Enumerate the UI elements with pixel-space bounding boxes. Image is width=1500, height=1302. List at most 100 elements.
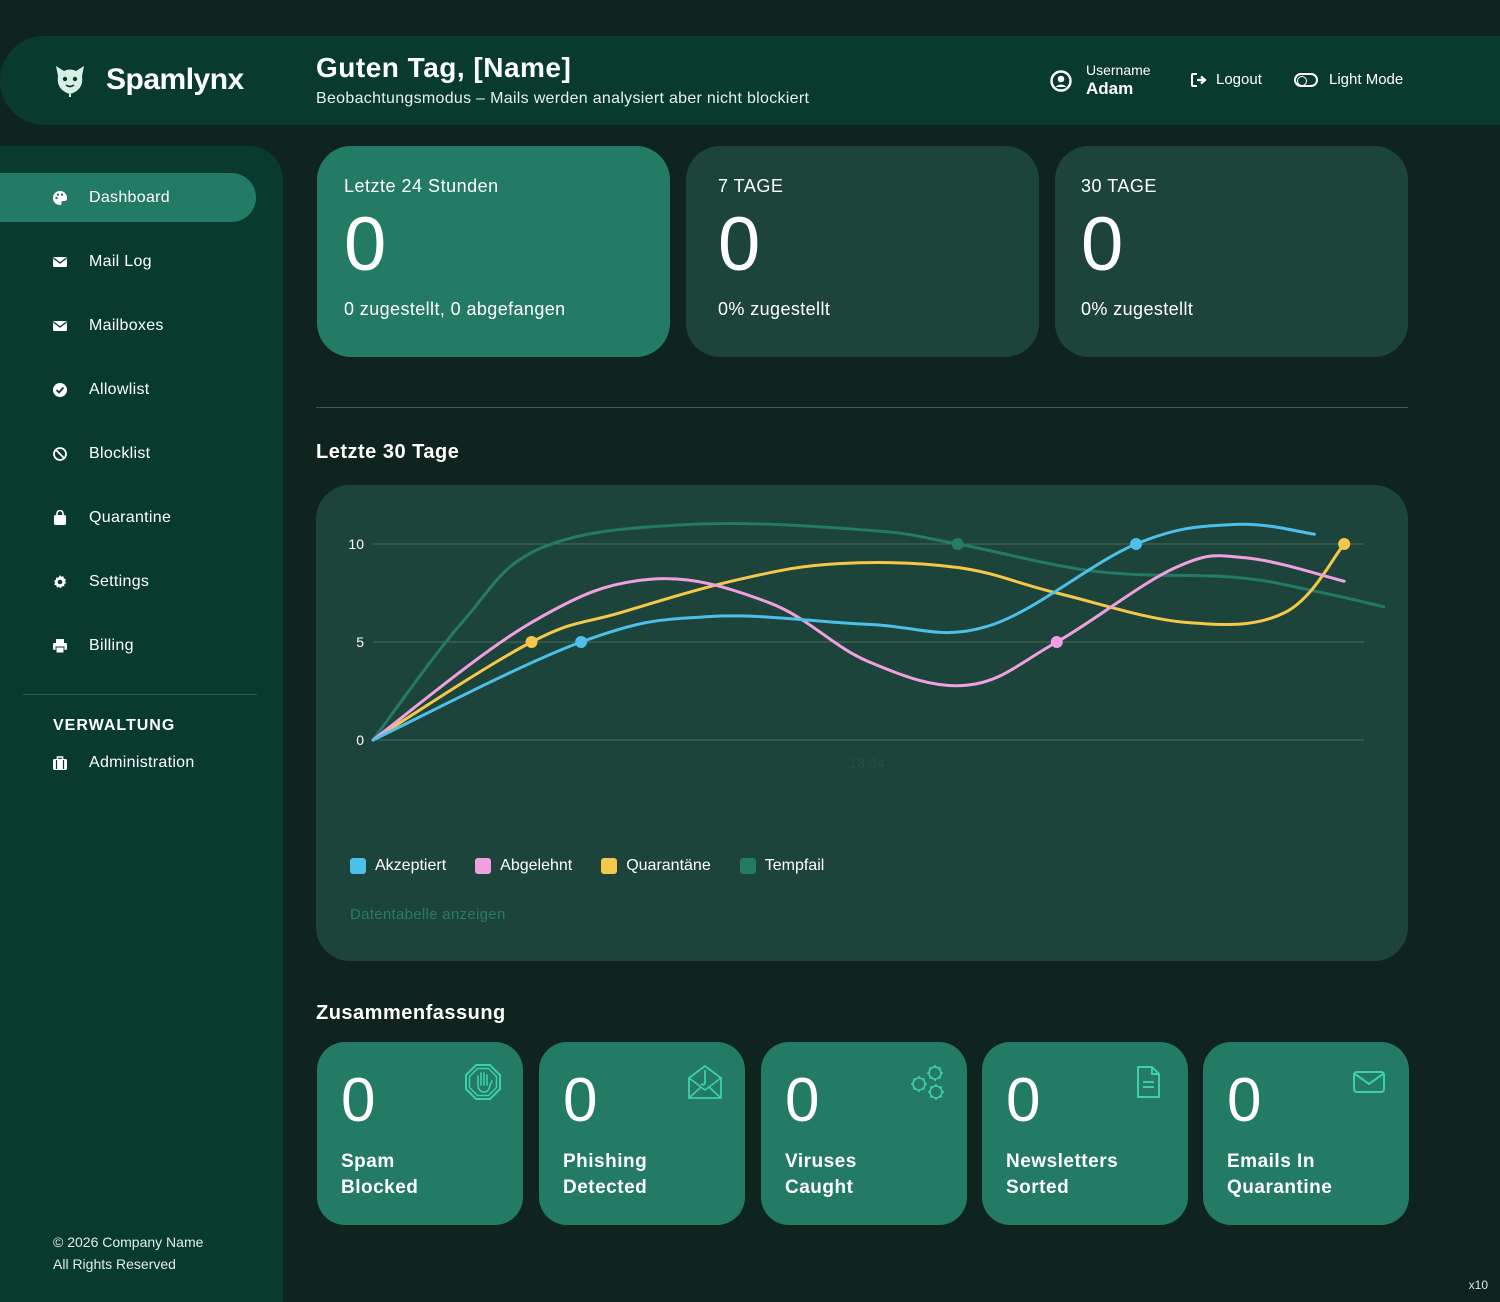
legend-item[interactable]: Quarantäne — [601, 857, 711, 875]
legend-item[interactable]: Abgelehnt — [475, 857, 572, 875]
envelope-icon — [1353, 1071, 1385, 1093]
legend-label: Tempfail — [764, 857, 825, 874]
y-tick-label: 5 — [356, 634, 364, 650]
sidebar-item-label: Billing — [89, 636, 134, 654]
mode-subtitle: Beobachtungsmodus – Mails werden analysi… — [316, 90, 810, 107]
summary-card-viruses[interactable]: 0 Viruses Caught — [761, 1042, 967, 1225]
sidebar-item-blocklist[interactable]: Blocklist — [0, 429, 256, 478]
data-point-marker[interactable] — [575, 636, 588, 648]
legend-item[interactable]: Tempfail — [739, 857, 825, 875]
legend-label: Abgelehnt — [500, 857, 573, 874]
sidebar-item-mailboxes[interactable]: Mailboxes — [0, 301, 256, 350]
brand[interactable]: Spamlynx — [52, 62, 244, 98]
lynx-logo-icon — [56, 66, 84, 97]
y-tick-label: 10 — [348, 536, 364, 552]
corner-label: x10 — [1468, 1278, 1488, 1292]
sidebar-item-label: Dashboard — [89, 188, 170, 206]
sidebar-item-label: Administration — [89, 753, 195, 771]
stat-subtext: 0% zugestellt — [718, 299, 831, 319]
sidebar-item-label: Mailboxes — [89, 316, 164, 334]
top-header: Spamlynx Guten Tag, [Name] Beobachtungsm… — [0, 36, 1500, 125]
sidebar-item-allowlist[interactable]: Allowlist — [0, 365, 256, 414]
logout-button[interactable]: Logout — [1190, 71, 1262, 88]
phishing-envelope-icon — [688, 1064, 722, 1099]
series-line-quarantäne[interactable] — [371, 542, 1346, 742]
stat-card-30d[interactable]: 30 TAGE 0 0% zugestellt — [1055, 146, 1408, 357]
data-point-marker[interactable] — [1130, 538, 1143, 550]
printer-icon — [53, 638, 67, 653]
sidebar-item-administration[interactable]: Administration — [0, 738, 256, 787]
user-name: Adam — [1086, 79, 1134, 98]
legend-label: Akzeptiert — [375, 857, 447, 874]
sidebar-item-label: Blocklist — [89, 444, 151, 462]
summary-section-title: Zusammenfassung — [316, 1002, 506, 1024]
legend-label: Quarantäne — [626, 857, 711, 874]
stat-label: 30 TAGE — [1081, 176, 1157, 196]
section-label-verwaltung: VERWALTUNG — [53, 717, 176, 734]
summary-label: Newsletters Sorted — [1006, 1151, 1119, 1198]
brand-name: Spamlynx — [106, 63, 244, 96]
data-point-marker[interactable] — [1050, 636, 1063, 648]
chart-panel: 10 5 0 13.04 Akzeptiert Abgelehnt Quarantäne T… — [316, 485, 1408, 961]
data-point-marker[interactable] — [951, 538, 964, 550]
envelope-icon — [53, 320, 67, 331]
document-icon — [1137, 1066, 1160, 1098]
series-line-tempfail[interactable] — [371, 521, 1386, 742]
summary-label: Spam Blocked — [341, 1151, 419, 1198]
sidebar-item-label: Mail Log — [89, 252, 152, 270]
stat-card-24h[interactable]: Letzte 24 Stunden 0 0 zugestellt, 0 abge… — [317, 146, 670, 357]
summary-value: 0 — [1006, 1066, 1041, 1135]
sidebar-item-settings[interactable]: Settings — [0, 557, 256, 606]
light-mode-toggle[interactable]: Light Mode — [1294, 71, 1403, 88]
data-point-marker[interactable] — [525, 636, 538, 648]
stat-value: 0 — [718, 202, 761, 287]
summary-card-quarantine[interactable]: 0 Emails In Quarantine — [1203, 1042, 1409, 1225]
summary-card-phishing[interactable]: 0 Phishing Detected — [539, 1042, 745, 1225]
palette-icon — [53, 190, 67, 205]
copyright-text: © 2026 Company Name — [53, 1234, 204, 1250]
stat-value: 0 — [344, 202, 387, 287]
bag-icon — [54, 509, 66, 525]
summary-value: 0 — [785, 1066, 820, 1135]
user-menu[interactable]: Username Adam — [1050, 62, 1151, 99]
greeting-block: Guten Tag, [Name] Beobachtungsmodus – Ma… — [316, 52, 809, 108]
gear-icon — [54, 574, 67, 588]
series-line-abgelehnt[interactable] — [371, 554, 1346, 742]
ban-icon — [53, 446, 67, 461]
legend-swatch — [601, 858, 618, 874]
sidebar-item-quarantine[interactable]: Quarantine — [0, 493, 256, 542]
logout-label: Logout — [1216, 71, 1262, 88]
page-title: Guten Tag, [Name] — [316, 52, 572, 83]
sidebar: Dashboard Mail Log Mailboxes Allowlist B… — [0, 146, 283, 1302]
data-point-marker[interactable] — [1338, 538, 1351, 550]
summary-label: Viruses Caught — [785, 1151, 857, 1198]
summary-card-newsletters[interactable]: 0 Newsletters Sorted — [982, 1042, 1188, 1225]
logout-icon — [1191, 72, 1207, 87]
summary-value: 0 — [1227, 1066, 1262, 1135]
sidebar-item-billing[interactable]: Billing — [0, 621, 256, 670]
sidebar-item-dashboard[interactable]: Dashboard — [0, 173, 256, 222]
stat-card-7d[interactable]: 7 TAGE 0 0% zugestellt — [686, 146, 1039, 357]
x-tick-label: 13.04 — [849, 755, 884, 771]
summary-label: Phishing Detected — [563, 1151, 648, 1198]
sidebar-item-label: Quarantine — [89, 508, 172, 526]
legend-swatch — [475, 858, 492, 874]
summary-value: 0 — [563, 1066, 598, 1135]
check-circle-icon — [53, 382, 67, 397]
sidebar-item-label: Allowlist — [89, 380, 150, 398]
virus-icon — [911, 1065, 944, 1100]
line-chart[interactable]: 10 5 0 13.04 — [316, 485, 1408, 845]
legend-item[interactable]: Akzeptiert — [350, 857, 446, 875]
summary-card-spam[interactable]: 0 Spam Blocked — [317, 1042, 523, 1225]
stop-hand-icon — [465, 1064, 501, 1100]
user-label: Username — [1086, 62, 1151, 78]
toggle-icon — [1294, 72, 1318, 87]
show-data-table-link[interactable]: Datentabelle anzeigen — [350, 906, 506, 923]
light-mode-label: Light Mode — [1329, 71, 1404, 88]
briefcase-icon — [53, 755, 67, 770]
stat-label: Letzte 24 Stunden — [344, 176, 499, 196]
stat-subtext: 0% zugestellt — [1081, 299, 1194, 319]
sidebar-item-mail-log[interactable]: Mail Log — [0, 237, 256, 286]
rights-text: All Rights Reserved — [53, 1256, 176, 1272]
stat-label: 7 TAGE — [718, 176, 784, 196]
